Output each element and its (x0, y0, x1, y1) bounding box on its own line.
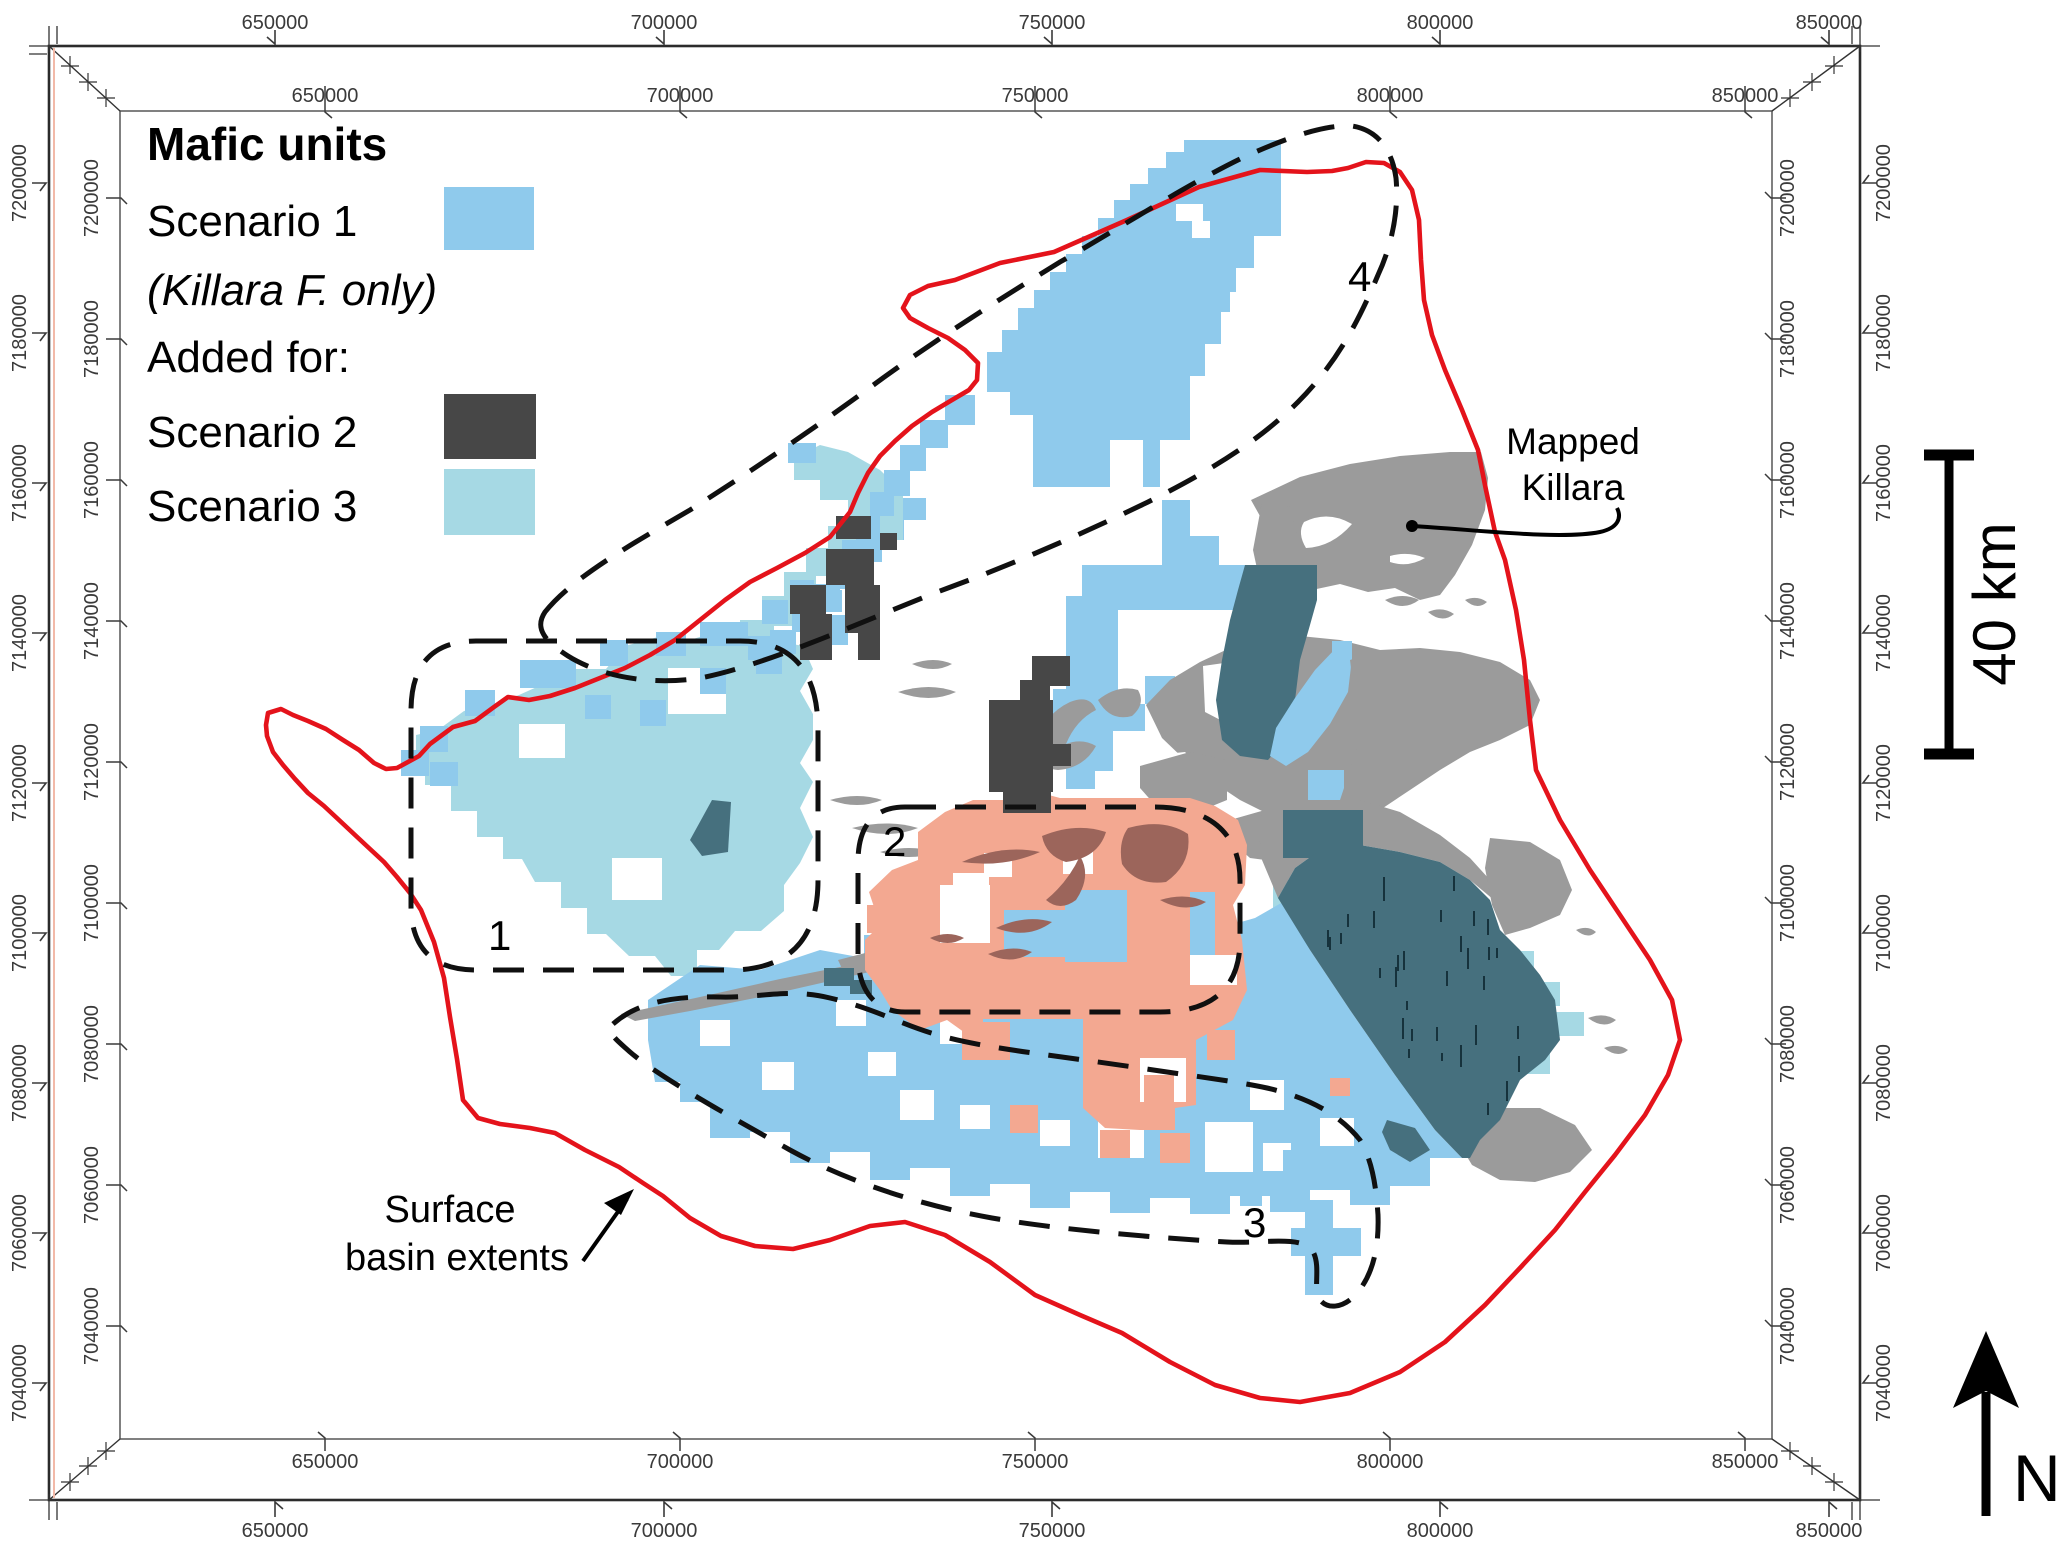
svg-text:7140000: 7140000 (9, 594, 31, 672)
svg-text:7140000: 7140000 (1777, 582, 1799, 660)
svg-text:Scenario 1: Scenario 1 (147, 197, 357, 246)
svg-text:4: 4 (1348, 253, 1371, 300)
svg-text:(Killara F. only): (Killara F. only) (147, 266, 437, 315)
svg-text:7120000: 7120000 (81, 723, 103, 801)
svg-text:7100000: 7100000 (9, 894, 31, 972)
svg-text:2: 2 (883, 818, 906, 865)
svg-text:7160000: 7160000 (9, 444, 31, 522)
svg-text:7040000: 7040000 (81, 1287, 103, 1365)
svg-text:7080000: 7080000 (81, 1005, 103, 1083)
svg-text:650000: 650000 (292, 1451, 359, 1473)
svg-text:800000: 800000 (1407, 1520, 1474, 1542)
svg-text:Scenario 2: Scenario 2 (147, 408, 357, 457)
svg-text:650000: 650000 (242, 12, 309, 34)
svg-text:850000: 850000 (1796, 1520, 1863, 1542)
svg-text:7040000: 7040000 (9, 1344, 31, 1422)
svg-text:700000: 700000 (647, 1451, 714, 1473)
svg-text:850000: 850000 (1796, 12, 1863, 34)
svg-text:7180000: 7180000 (81, 300, 103, 378)
svg-text:700000: 700000 (647, 85, 714, 107)
svg-text:7060000: 7060000 (1777, 1146, 1799, 1224)
svg-text:1: 1 (488, 912, 511, 959)
svg-text:750000: 750000 (1019, 12, 1086, 34)
svg-text:7060000: 7060000 (1873, 1194, 1895, 1272)
svg-text:7200000: 7200000 (9, 144, 31, 222)
svg-text:Surface: Surface (385, 1189, 516, 1231)
svg-text:Killara: Killara (1522, 467, 1625, 508)
svg-text:N: N (2013, 1441, 2061, 1515)
svg-text:800000: 800000 (1357, 1451, 1424, 1473)
svg-text:7080000: 7080000 (1777, 1005, 1799, 1083)
svg-text:7160000: 7160000 (1873, 444, 1895, 522)
svg-text:850000: 850000 (1712, 1451, 1779, 1473)
svg-text:7040000: 7040000 (1873, 1344, 1895, 1422)
svg-text:7160000: 7160000 (1777, 441, 1799, 519)
svg-text:7060000: 7060000 (81, 1146, 103, 1224)
svg-text:650000: 650000 (292, 85, 359, 107)
svg-text:7080000: 7080000 (9, 1044, 31, 1122)
svg-text:7100000: 7100000 (1777, 864, 1799, 942)
svg-text:basin extents: basin extents (345, 1237, 569, 1279)
svg-text:7100000: 7100000 (81, 864, 103, 942)
svg-text:750000: 750000 (1002, 85, 1069, 107)
svg-text:7060000: 7060000 (9, 1194, 31, 1272)
svg-text:7140000: 7140000 (1873, 594, 1895, 672)
svg-text:7180000: 7180000 (1873, 294, 1895, 372)
svg-text:7120000: 7120000 (1873, 744, 1895, 822)
svg-text:Mafic units: Mafic units (147, 118, 387, 170)
svg-text:7180000: 7180000 (9, 294, 31, 372)
svg-text:Scenario 3: Scenario 3 (147, 482, 357, 531)
svg-text:7120000: 7120000 (9, 744, 31, 822)
svg-text:3: 3 (1243, 1199, 1266, 1246)
svg-text:7200000: 7200000 (81, 159, 103, 237)
svg-text:7120000: 7120000 (1777, 723, 1799, 801)
svg-text:7080000: 7080000 (1873, 1044, 1895, 1122)
svg-text:Added for:: Added for: (147, 333, 350, 382)
svg-text:700000: 700000 (631, 12, 698, 34)
svg-text:7100000: 7100000 (1873, 894, 1895, 972)
svg-text:700000: 700000 (631, 1520, 698, 1542)
svg-text:Mapped: Mapped (1506, 421, 1640, 462)
svg-text:40 km: 40 km (1961, 522, 2028, 685)
svg-text:650000: 650000 (242, 1520, 309, 1542)
svg-text:7160000: 7160000 (81, 441, 103, 519)
svg-text:800000: 800000 (1357, 85, 1424, 107)
svg-text:850000: 850000 (1712, 85, 1779, 107)
svg-text:7040000: 7040000 (1777, 1287, 1799, 1365)
svg-text:7200000: 7200000 (1777, 159, 1799, 237)
svg-text:800000: 800000 (1407, 12, 1474, 34)
svg-text:7200000: 7200000 (1873, 144, 1895, 222)
svg-text:7180000: 7180000 (1777, 300, 1799, 378)
svg-text:750000: 750000 (1002, 1451, 1069, 1473)
svg-text:7140000: 7140000 (81, 582, 103, 660)
svg-text:750000: 750000 (1019, 1520, 1086, 1542)
